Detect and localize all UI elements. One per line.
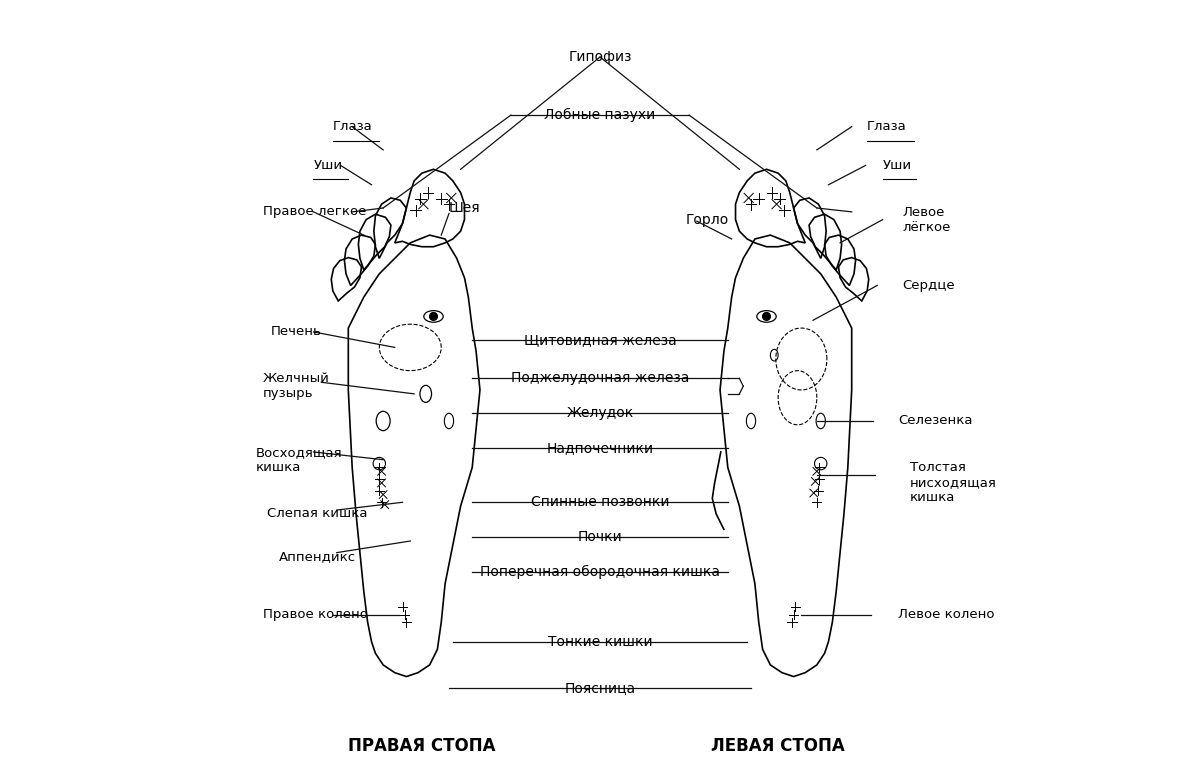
Text: Правое легкое: Правое легкое	[263, 205, 366, 218]
Text: Щитовидная железа: Щитовидная железа	[523, 332, 677, 346]
Text: Желчный
пузырь: Желчный пузырь	[263, 372, 330, 400]
Text: Аппендикс: Аппендикс	[278, 550, 355, 563]
Text: Гипофиз: Гипофиз	[569, 50, 631, 64]
Text: ПРАВАЯ СТОПА: ПРАВАЯ СТОПА	[348, 737, 496, 755]
Text: Желудок: Желудок	[566, 406, 634, 420]
Text: Лобные пазухи: Лобные пазухи	[545, 108, 655, 122]
Text: Слепая кишка: Слепая кишка	[266, 508, 367, 520]
Text: Восходящая
кишка: Восходящая кишка	[256, 445, 342, 473]
Text: Глаза: Глаза	[868, 120, 907, 133]
Text: Надпочечники: Надпочечники	[546, 441, 654, 455]
Text: Поджелудочная железа: Поджелудочная железа	[511, 371, 689, 385]
Text: Толстая
нисходящая
кишка: Толстая нисходящая кишка	[910, 462, 997, 505]
Text: Левое
лёгкое: Левое лёгкое	[902, 206, 950, 234]
Circle shape	[763, 313, 770, 321]
Text: Сердце: Сердце	[902, 279, 955, 292]
Circle shape	[430, 313, 437, 321]
Text: Селезенка: Селезенка	[898, 414, 973, 427]
Text: Уши: Уши	[313, 159, 342, 172]
Text: Печень: Печень	[271, 325, 322, 339]
Text: ЛЕВАЯ СТОПА: ЛЕВАЯ СТОПА	[712, 737, 845, 755]
Text: Тонкие кишки: Тонкие кишки	[547, 635, 653, 649]
Text: Глаза: Глаза	[332, 120, 372, 133]
Text: Левое колено: Левое колено	[898, 608, 995, 621]
Text: Поперечная обородочная кишка: Поперечная обородочная кишка	[480, 565, 720, 579]
Text: Горло: Горло	[685, 213, 728, 227]
Text: Почки: Почки	[577, 530, 623, 544]
Text: Спинные позвонки: Спинные позвонки	[530, 495, 670, 509]
Text: Правое колено: Правое колено	[263, 608, 368, 621]
Text: Поясница: Поясница	[564, 681, 636, 695]
Text: Уши: Уши	[883, 159, 912, 172]
Text: Шея: Шея	[449, 201, 481, 215]
